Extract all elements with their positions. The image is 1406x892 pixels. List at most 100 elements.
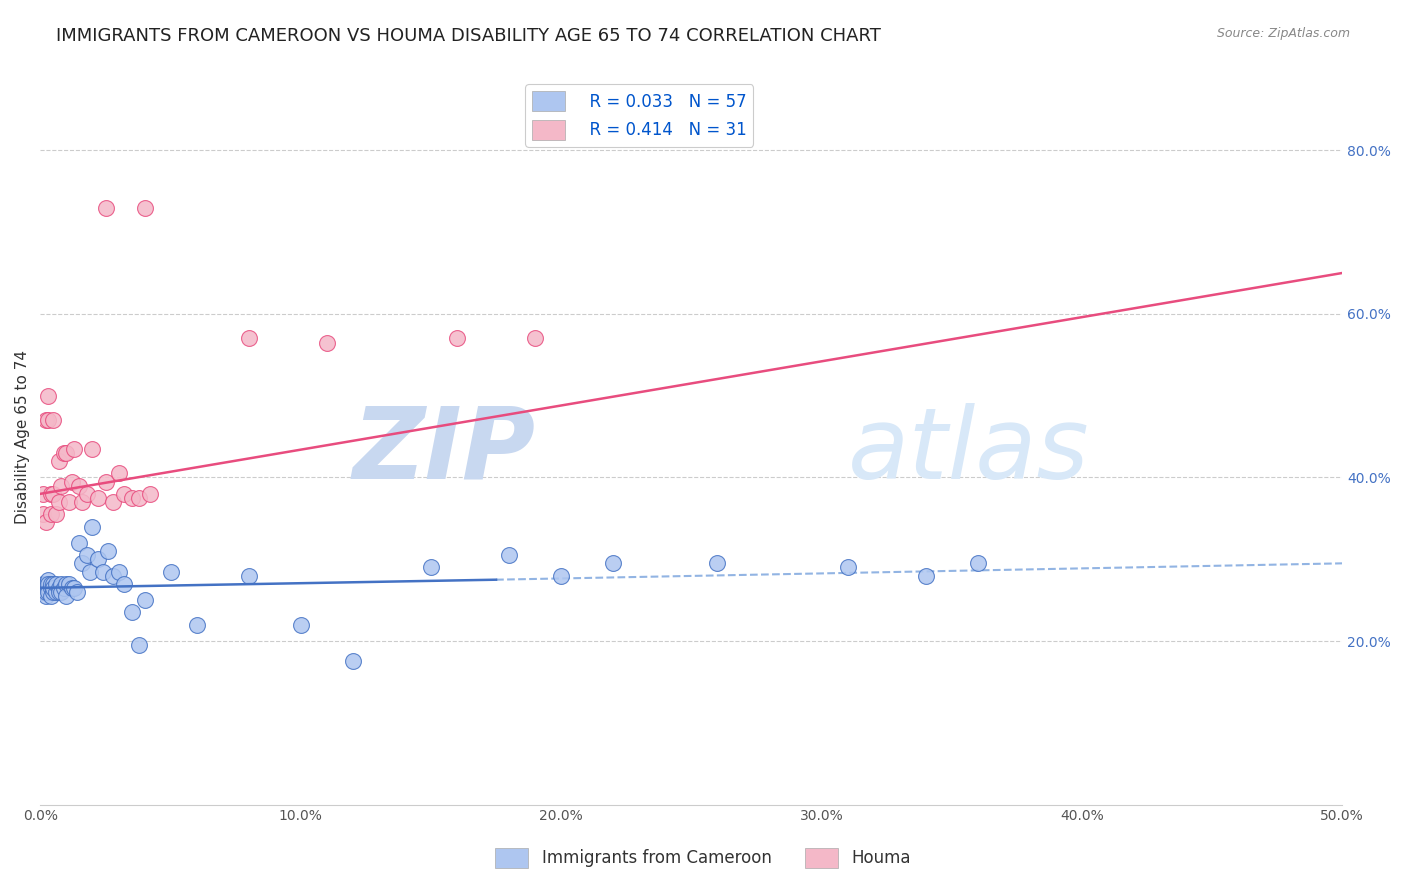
- Point: [315, 335, 337, 350]
- Point: [58, 495, 80, 509]
- Point: [121, 491, 143, 505]
- Point: [42, 585, 65, 599]
- Text: ZIP: ZIP: [352, 403, 536, 500]
- Point: [42, 576, 65, 591]
- Point: [39, 589, 62, 603]
- Point: [107, 467, 129, 481]
- Point: [186, 617, 208, 632]
- Point: [94, 201, 117, 215]
- Point: [82, 442, 104, 456]
- Point: [42, 413, 65, 427]
- Point: [42, 487, 65, 501]
- Point: [86, 552, 108, 566]
- Point: [51, 478, 73, 492]
- Point: [91, 565, 114, 579]
- Point: [107, 565, 129, 579]
- Point: [498, 548, 520, 562]
- Point: [112, 576, 135, 591]
- Point: [76, 487, 98, 501]
- Point: [52, 446, 75, 460]
- Point: [159, 565, 181, 579]
- Point: [128, 638, 150, 652]
- Point: [524, 331, 547, 345]
- Point: [837, 560, 859, 574]
- Point: [45, 585, 67, 599]
- Point: [134, 593, 156, 607]
- Point: [34, 516, 56, 530]
- Point: [128, 491, 150, 505]
- Point: [139, 487, 162, 501]
- Legend: Immigrants from Cameroon, Houma: Immigrants from Cameroon, Houma: [488, 841, 918, 875]
- Point: [94, 475, 117, 489]
- Point: [34, 589, 56, 603]
- Point: [69, 478, 91, 492]
- Point: [55, 446, 77, 460]
- Point: [32, 581, 55, 595]
- Point: [58, 576, 80, 591]
- Point: [290, 617, 312, 632]
- Point: [32, 585, 55, 599]
- Point: [63, 581, 86, 595]
- Point: [37, 581, 59, 595]
- Point: [103, 495, 125, 509]
- Point: [39, 581, 62, 595]
- Point: [37, 576, 59, 591]
- Point: [60, 581, 83, 595]
- Point: [97, 544, 120, 558]
- Point: [55, 576, 77, 591]
- Point: [70, 557, 93, 571]
- Point: [39, 487, 62, 501]
- Point: [66, 585, 89, 599]
- Point: [51, 576, 73, 591]
- Point: [32, 508, 55, 522]
- Point: [70, 495, 93, 509]
- Point: [37, 413, 59, 427]
- Point: [550, 568, 572, 582]
- Point: [63, 442, 86, 456]
- Point: [32, 487, 55, 501]
- Point: [86, 491, 108, 505]
- Point: [45, 508, 67, 522]
- Point: [966, 557, 988, 571]
- Point: [37, 573, 59, 587]
- Point: [446, 331, 468, 345]
- Point: [48, 585, 70, 599]
- Point: [76, 548, 98, 562]
- Point: [37, 389, 59, 403]
- Point: [42, 581, 65, 595]
- Point: [602, 557, 624, 571]
- Point: [342, 655, 364, 669]
- Text: Source: ZipAtlas.com: Source: ZipAtlas.com: [1216, 27, 1350, 40]
- Point: [34, 576, 56, 591]
- Text: IMMIGRANTS FROM CAMEROON VS HOUMA DISABILITY AGE 65 TO 74 CORRELATION CHART: IMMIGRANTS FROM CAMEROON VS HOUMA DISABI…: [56, 27, 882, 45]
- Point: [39, 576, 62, 591]
- Point: [34, 585, 56, 599]
- Point: [706, 557, 728, 571]
- Point: [34, 413, 56, 427]
- Point: [134, 201, 156, 215]
- Point: [112, 487, 135, 501]
- Point: [79, 565, 101, 579]
- Point: [69, 536, 91, 550]
- Point: [51, 585, 73, 599]
- Point: [45, 576, 67, 591]
- Point: [238, 568, 260, 582]
- Point: [60, 475, 83, 489]
- Point: [37, 585, 59, 599]
- Point: [48, 495, 70, 509]
- Y-axis label: Disability Age 65 to 74: Disability Age 65 to 74: [15, 350, 30, 524]
- Point: [420, 560, 443, 574]
- Point: [48, 454, 70, 468]
- Text: atlas: atlas: [848, 403, 1090, 500]
- Point: [48, 581, 70, 595]
- Point: [55, 589, 77, 603]
- Point: [914, 568, 936, 582]
- Point: [34, 581, 56, 595]
- Point: [52, 581, 75, 595]
- Legend:   R = 0.033   N = 57,   R = 0.414   N = 31: R = 0.033 N = 57, R = 0.414 N = 31: [526, 84, 754, 146]
- Point: [32, 576, 55, 591]
- Point: [238, 331, 260, 345]
- Point: [121, 606, 143, 620]
- Point: [39, 508, 62, 522]
- Point: [82, 519, 104, 533]
